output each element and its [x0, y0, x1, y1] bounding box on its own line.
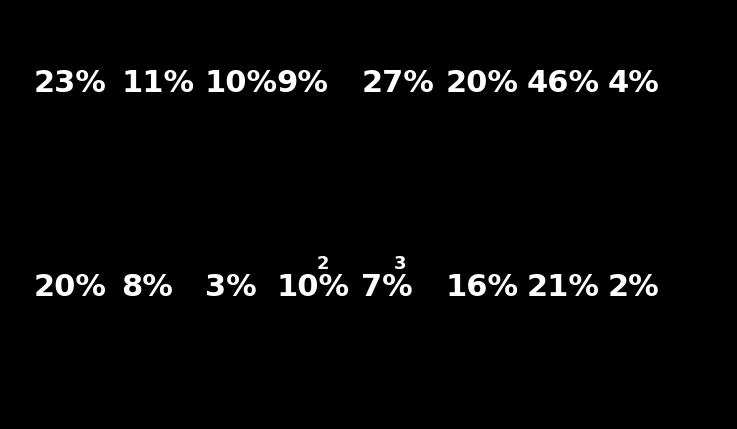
Text: 16%: 16% [446, 273, 519, 302]
Text: 27%: 27% [361, 69, 434, 98]
Text: 20%: 20% [446, 69, 519, 98]
Text: 21%: 21% [527, 273, 600, 302]
Text: 3: 3 [394, 255, 407, 273]
Text: 2%: 2% [608, 273, 660, 302]
Text: 2: 2 [317, 255, 329, 273]
Text: 23%: 23% [33, 69, 106, 98]
Text: 20%: 20% [33, 273, 106, 302]
Text: 7%: 7% [361, 273, 413, 302]
Text: 4%: 4% [608, 69, 660, 98]
Text: 46%: 46% [527, 69, 600, 98]
Text: 11%: 11% [122, 69, 195, 98]
Text: 10%: 10% [205, 69, 278, 98]
Text: 8%: 8% [122, 273, 173, 302]
Text: 3%: 3% [205, 273, 256, 302]
Text: 10%: 10% [276, 273, 349, 302]
Text: 9%: 9% [276, 69, 329, 98]
